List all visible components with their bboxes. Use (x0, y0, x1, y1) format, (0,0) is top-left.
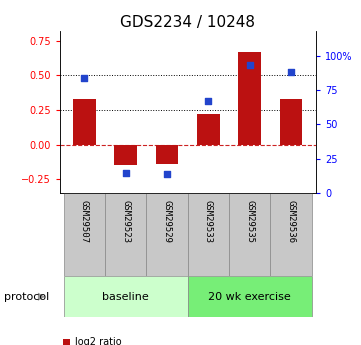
Text: GSM29536: GSM29536 (287, 200, 296, 243)
Bar (73, 99, 96, 145)
Bar (197, 114, 220, 145)
Point (82, 75, 87, 80)
Bar (156, 145, 178, 164)
Bar (270, 193, 312, 276)
Text: protocol: protocol (4, 292, 49, 302)
Point (288, 69, 294, 75)
Text: baseline: baseline (102, 292, 149, 302)
Title: GDS2234 / 10248: GDS2234 / 10248 (120, 15, 255, 30)
Bar (280, 99, 303, 145)
Point (123, 170, 129, 175)
Bar (229, 193, 270, 276)
Bar (238, 52, 261, 145)
Text: log2 ratio: log2 ratio (75, 337, 122, 345)
Text: GSM29533: GSM29533 (204, 200, 213, 243)
Text: GSM29523: GSM29523 (121, 200, 130, 243)
Bar (188, 193, 229, 276)
Text: GSM29535: GSM29535 (245, 200, 254, 243)
Point (247, 63, 253, 68)
Bar (64, 193, 105, 276)
Text: 20 wk exercise: 20 wk exercise (208, 292, 291, 302)
Bar (114, 145, 137, 166)
Bar (105, 193, 146, 276)
Bar (64, 276, 188, 317)
Point (164, 171, 170, 177)
Point (205, 98, 211, 104)
Text: GSM29529: GSM29529 (162, 200, 171, 243)
Text: GSM29507: GSM29507 (80, 200, 89, 243)
Bar (146, 193, 188, 276)
Bar (188, 276, 312, 317)
